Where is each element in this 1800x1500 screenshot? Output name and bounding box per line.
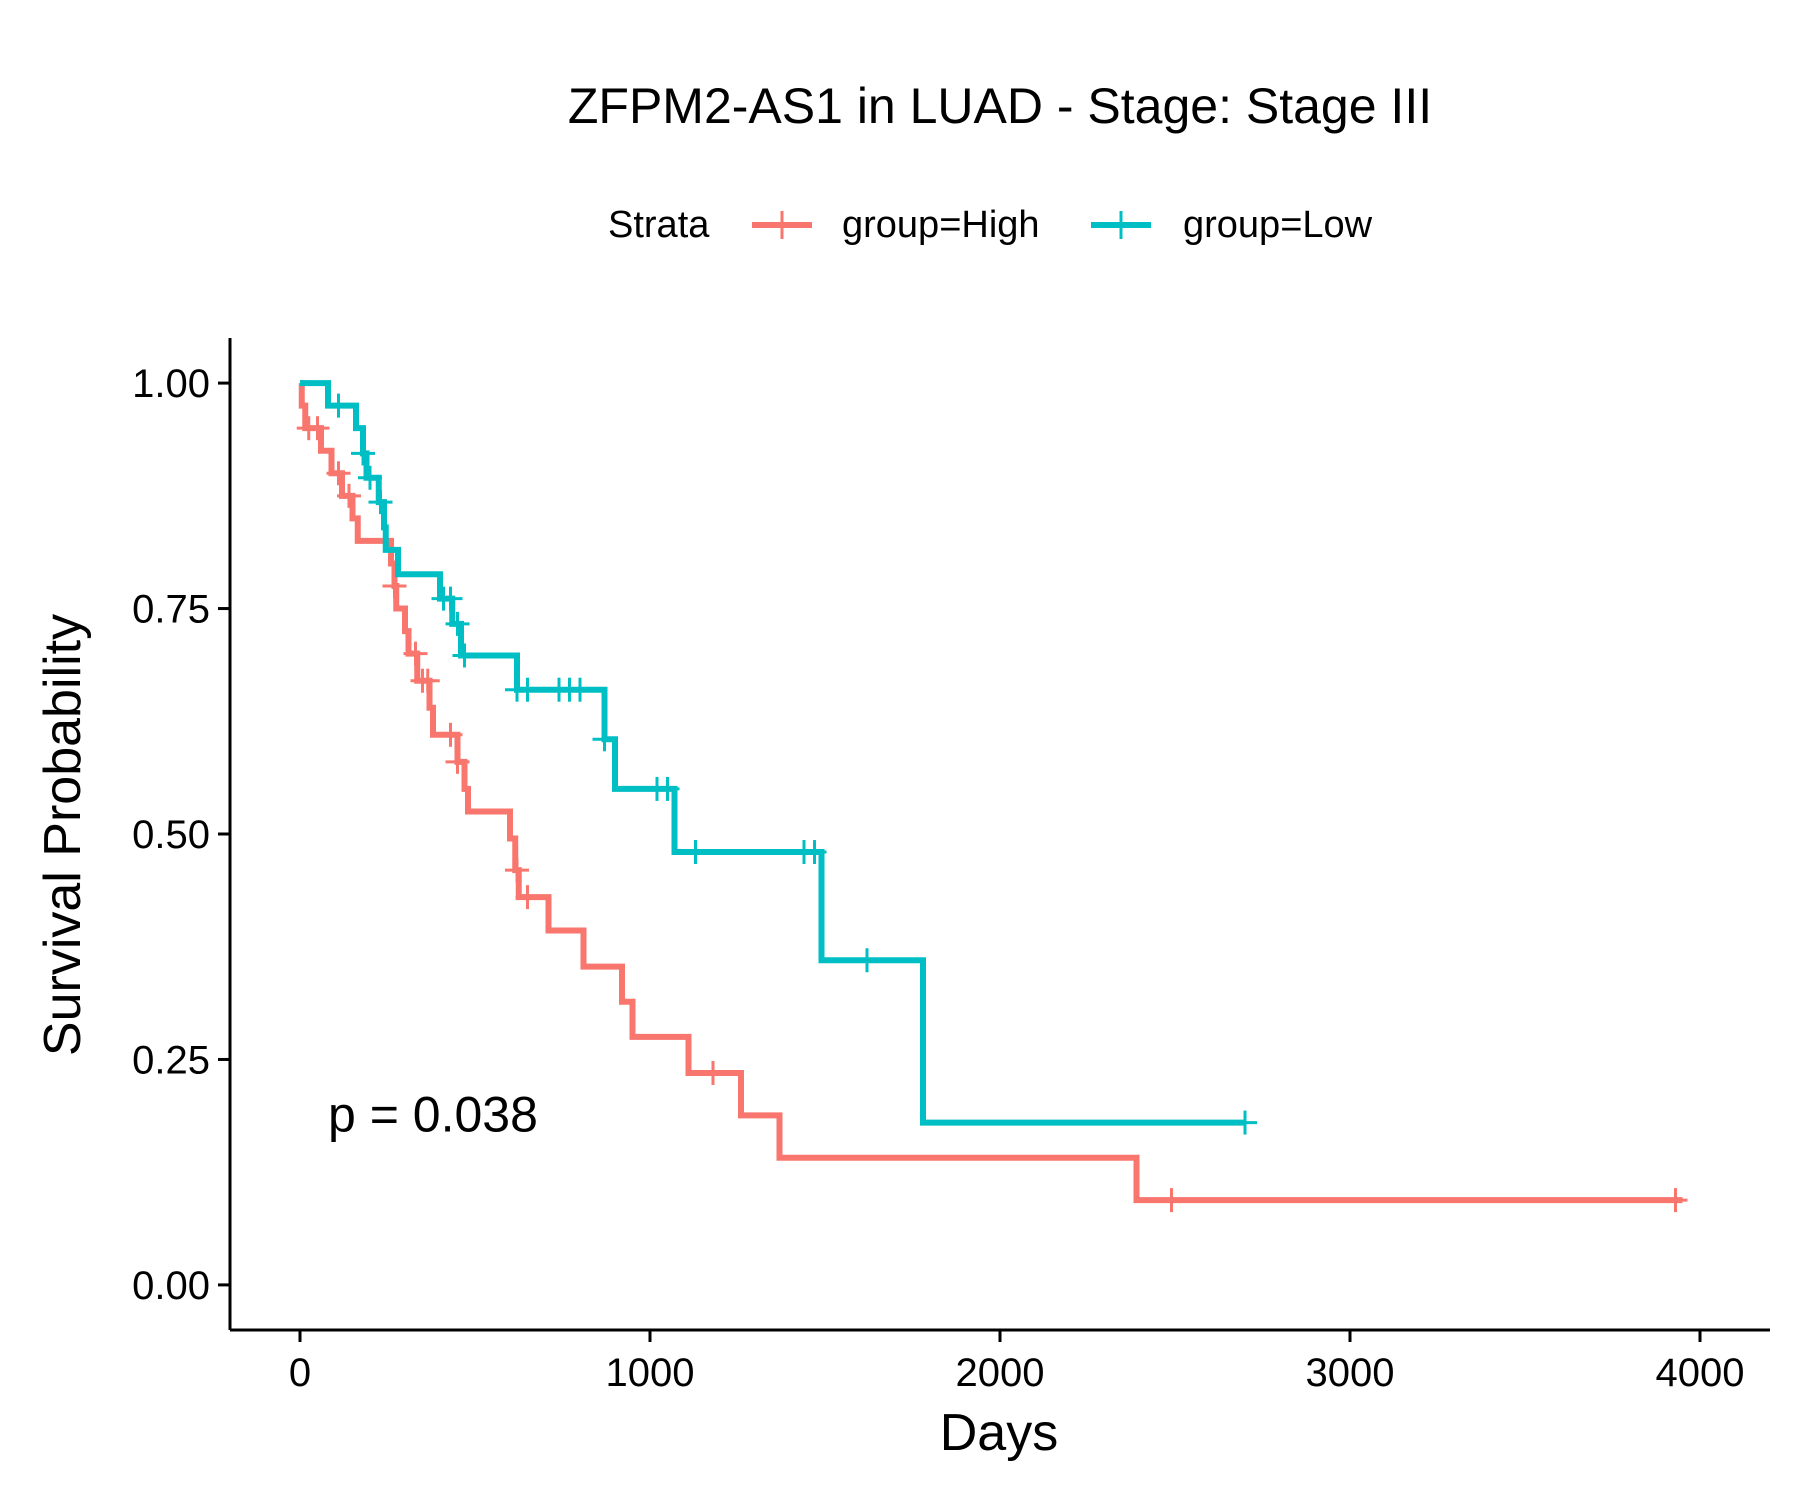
- censor-mark-high: [1663, 1188, 1688, 1213]
- censor-mark-high: [701, 1060, 725, 1085]
- y-tick-label: 0.50: [132, 813, 210, 857]
- x-tick-label: 2000: [956, 1351, 1045, 1395]
- y-tick-label: 0.00: [132, 1264, 210, 1308]
- axes: 0 1000 2000 3000 4000 0.00 0.25 0.50 0.75 1.00: [132, 338, 1770, 1395]
- p-value-annotation: p = 0.038: [328, 1087, 538, 1143]
- censor-mark-high: [337, 483, 361, 508]
- censor-mark-low: [655, 776, 680, 801]
- censor-mark-high: [403, 641, 428, 666]
- censor-mark-low: [855, 948, 879, 973]
- censor-mark-low: [445, 611, 470, 636]
- series-layer: [296, 380, 1688, 1213]
- censor-mark-high: [1159, 1188, 1184, 1213]
- censor-mark-low: [515, 677, 540, 702]
- censor-mark-low: [568, 677, 592, 702]
- x-tick-label: 3000: [1306, 1351, 1395, 1395]
- censor-mark-high: [515, 885, 540, 910]
- x-tick-label: 0: [289, 1351, 311, 1395]
- x-tick-label: 4000: [1656, 1351, 1745, 1395]
- censor-mark-low: [351, 441, 375, 466]
- legend: Strata group=High group=Low: [608, 204, 1373, 246]
- legend-label-high: group=High: [842, 204, 1040, 246]
- x-axis-title: Days: [940, 1404, 1058, 1462]
- censor-mark-low: [326, 393, 351, 418]
- censor-mark-low: [592, 727, 617, 752]
- survival-curve-low: [300, 380, 1245, 1126]
- y-tick-label: 0.75: [132, 588, 210, 632]
- censor-mark-high: [326, 461, 351, 486]
- x-tick-label: 1000: [606, 1351, 695, 1395]
- y-tick-label: 1.00: [132, 362, 210, 406]
- censor-mark-low: [358, 465, 382, 490]
- chart-title: ZFPM2-AS1 in LUAD - Stage: Stage III: [568, 78, 1432, 134]
- censor-mark-low: [452, 643, 477, 668]
- censor-mark-low: [802, 840, 827, 865]
- legend-label-low: group=Low: [1183, 204, 1373, 246]
- censor-mark-low: [683, 840, 708, 865]
- y-tick-label: 0.25: [132, 1038, 210, 1082]
- censor-mark-low: [1233, 1110, 1257, 1135]
- censor-mark-low: [438, 586, 463, 611]
- legend-title: Strata: [608, 204, 710, 246]
- censor-mark-high: [415, 668, 440, 693]
- censor-mark-high: [382, 574, 407, 598]
- censor-mark-low: [368, 490, 393, 515]
- censor-mark-high: [305, 416, 330, 441]
- censor-mark-high: [438, 722, 463, 747]
- y-axis-title: Survival Probability: [34, 614, 92, 1056]
- censor-mark-high: [505, 858, 529, 883]
- survival-curve-high: [298, 380, 1683, 1204]
- censor-mark-high: [445, 749, 470, 774]
